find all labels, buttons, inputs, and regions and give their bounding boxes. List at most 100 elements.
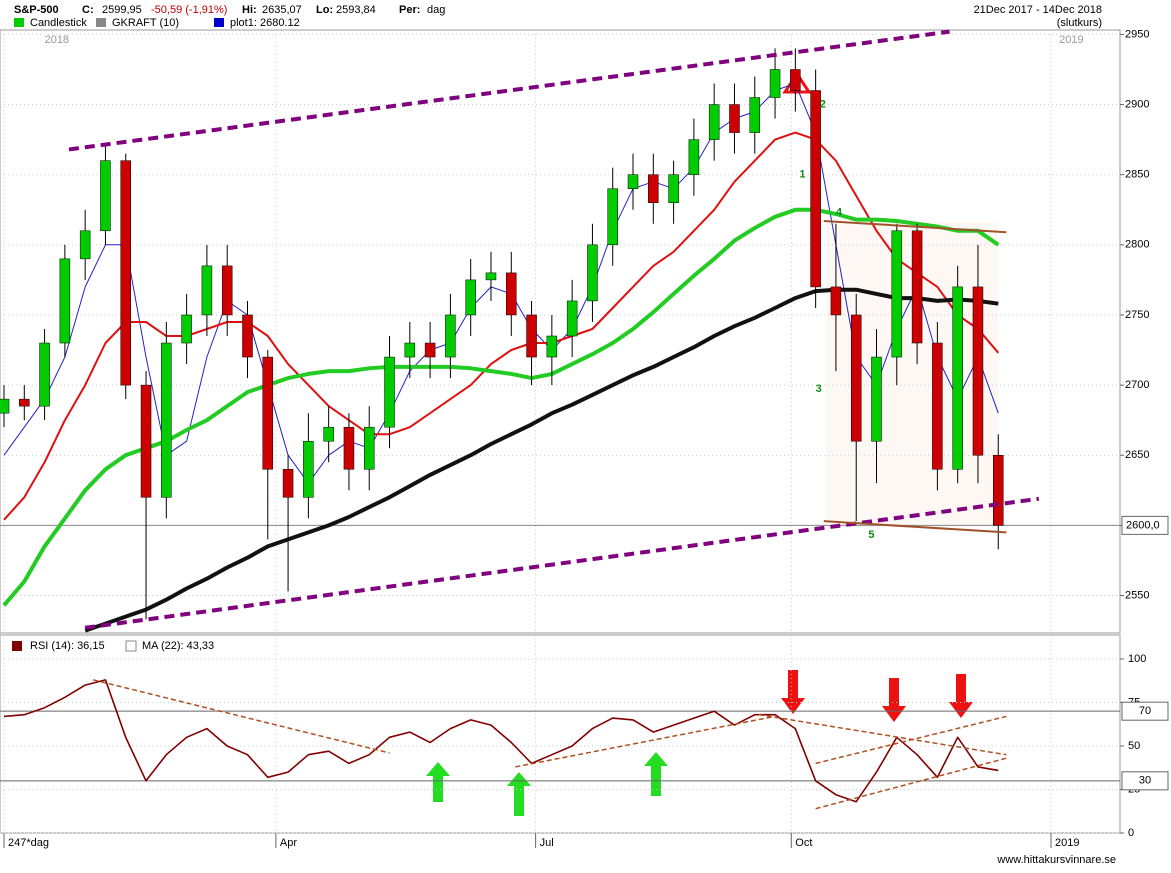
y-tick-label: 2800 (1125, 239, 1149, 251)
rsi-panel (0, 634, 1121, 834)
rsi-title: RSI (14): 36,15 (30, 640, 105, 652)
candle-body (39, 342, 50, 407)
x-tick-label: 2019 (1055, 837, 1079, 849)
up-arrow (507, 772, 531, 816)
period-label: Per: (399, 4, 420, 16)
candle-body (607, 188, 618, 246)
level-box (1121, 771, 1169, 791)
candle-body (363, 426, 375, 470)
y-tick-label: 2550 (1125, 589, 1149, 601)
candle-body (871, 356, 882, 442)
candle-body (993, 454, 1004, 526)
candle-body (708, 104, 720, 140)
x-tick-label: 247*dag (8, 837, 49, 849)
wave-label: 5 (868, 529, 874, 541)
moving-average (84, 287, 999, 633)
level-label: 70 (1139, 705, 1151, 717)
candle-body (424, 342, 436, 358)
trendline (515, 715, 776, 768)
trendline (93, 679, 390, 754)
legend-swatch (96, 18, 106, 27)
candle-body (830, 286, 842, 316)
trendline (758, 713, 1007, 756)
rsi-line (3, 679, 999, 803)
candle-body (59, 258, 71, 344)
trendline (815, 715, 1007, 765)
candle-body (404, 342, 416, 358)
wave-label: 3 (816, 383, 822, 395)
candle-body (627, 174, 639, 189)
candle-body (221, 265, 233, 316)
hi: 2635,07 (262, 4, 302, 16)
wave-label: 2 (820, 98, 826, 110)
candle-body (120, 160, 131, 386)
candle-body (729, 104, 740, 133)
candle-body (343, 426, 355, 470)
candle-body (850, 314, 862, 442)
period: dag (427, 4, 445, 16)
rsi-swatch (12, 641, 22, 651)
candle-body (465, 279, 476, 316)
candle-body (952, 286, 963, 470)
candle-body (303, 440, 314, 498)
trendline (84, 496, 1040, 630)
candle-body (506, 272, 517, 316)
rsi-ma: MA (22): 43,33 (142, 640, 214, 652)
candle-body (181, 314, 192, 344)
candle-body (384, 356, 395, 428)
candle-body (140, 384, 152, 498)
lo: 2593,84 (336, 4, 376, 16)
date-range: 21Dec 2017 - 14Dec 2018 (974, 4, 1102, 16)
candle-body (749, 97, 761, 133)
y-tick-label: 0 (1128, 827, 1134, 839)
hi-label: Hi: (242, 4, 257, 16)
close-label: C: (82, 4, 94, 16)
x-tick-label: Jul (540, 837, 554, 849)
moving-average (3, 131, 1000, 521)
trendline (68, 29, 950, 152)
candle-body (262, 356, 274, 470)
y-tick-label: 2650 (1125, 449, 1149, 461)
candle-body (668, 174, 679, 203)
footer: www.hittakursvinnare.se (996, 854, 1116, 866)
candle-body (242, 314, 253, 358)
wave-label: 4 (836, 206, 843, 218)
trendline (823, 520, 1007, 534)
symbol: S&P-500 (14, 4, 59, 16)
candle-body (891, 230, 903, 358)
candle-body (526, 314, 537, 358)
up-arrow (644, 752, 668, 796)
candle-body (323, 426, 334, 442)
candle-body (810, 90, 821, 288)
year-label: 2019 (1059, 34, 1083, 46)
candle-body (161, 342, 172, 498)
last-price-box (1121, 515, 1169, 535)
candle-body (972, 286, 984, 456)
candle-body (587, 244, 598, 302)
candle-body (566, 300, 578, 337)
candle-body (790, 69, 801, 91)
trendline (815, 757, 1007, 810)
x-tick-label: Oct (795, 837, 812, 849)
candle-body (485, 272, 497, 281)
y-tick-label: 2750 (1125, 309, 1149, 321)
ma-swatch (125, 640, 137, 652)
y-tick-label: 2950 (1125, 28, 1149, 40)
y-tick-label: 2700 (1125, 379, 1149, 391)
change: -50,59 (-1,91%) (151, 4, 227, 16)
range-note: (slutkurs) (1057, 17, 1102, 29)
y-tick-label: 100 (1128, 653, 1146, 665)
candle-body (911, 230, 923, 344)
candle-body (648, 174, 659, 203)
level-box (1121, 701, 1169, 721)
down-arrow (949, 674, 973, 718)
legend-label: GKRAFT (10) (112, 17, 179, 29)
candle-body (282, 469, 294, 498)
wave-label: 1 (799, 169, 805, 181)
legend-label: Candlestick (30, 17, 87, 29)
legend-label: plot1: 2680.12 (230, 17, 300, 29)
level-label: 30 (1139, 775, 1151, 787)
candle-body (688, 139, 700, 175)
candle-body (0, 398, 10, 414)
